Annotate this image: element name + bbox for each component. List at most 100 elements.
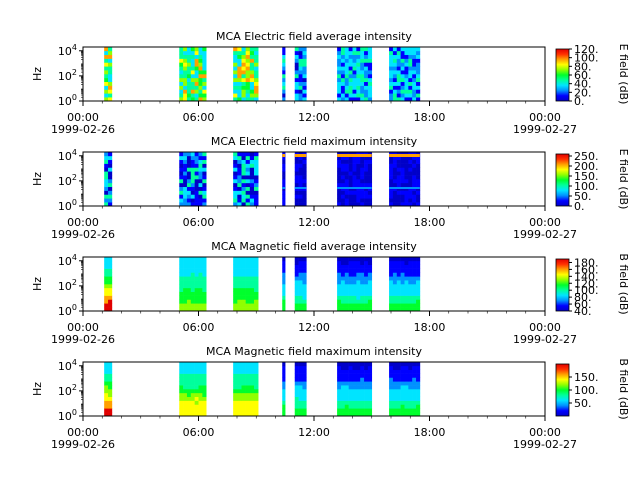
- heatmap-cell: [352, 400, 357, 405]
- heatmap-cell: [183, 268, 188, 273]
- heatmap-cell: [392, 93, 398, 98]
- heatmap-cell: [237, 81, 242, 86]
- heatmap-cell: [344, 62, 349, 67]
- heatmap-cell: [416, 284, 421, 289]
- heatmap-cell: [396, 54, 401, 59]
- heatmap-cell: [389, 66, 394, 71]
- heatmap-cell: [400, 287, 405, 293]
- heatmap-cell: [340, 260, 346, 266]
- heatmap-cell: [412, 408, 417, 413]
- heatmap-cell: [254, 400, 259, 405]
- heatmap-cell: [186, 385, 192, 390]
- heatmap-cell: [404, 284, 409, 289]
- heatmap-cell: [367, 182, 373, 188]
- heatmap-cell: [360, 74, 365, 79]
- heatmap-cell: [298, 385, 303, 390]
- heatmap-cell: [416, 295, 421, 300]
- heatmap-cell: [254, 392, 259, 398]
- heatmap-cell: [233, 303, 238, 308]
- axes-frame: [82, 256, 546, 312]
- heatmap-cell: [294, 287, 299, 293]
- heatmap-cell: [404, 202, 409, 207]
- heatmap-cell: [404, 365, 409, 371]
- heatmap-cell: [412, 291, 417, 296]
- heatmap-cell: [412, 389, 417, 394]
- heatmap-cell: [241, 167, 246, 172]
- heatmap-cell: [298, 257, 303, 262]
- heatmap-cell: [282, 396, 286, 401]
- heatmap-cell: [400, 93, 405, 98]
- heatmap-cell: [392, 307, 398, 312]
- heatmap-cell: [389, 159, 394, 164]
- heatmap-cell: [104, 171, 109, 176]
- heatmap-cell: [249, 85, 255, 90]
- heatmap-cell: [104, 85, 109, 90]
- heatmap-cell: [400, 377, 405, 382]
- heatmap-cell: [364, 369, 369, 374]
- heatmap-cell: [282, 389, 286, 394]
- heatmap-cell: [183, 291, 188, 296]
- heatmap-cell: [392, 287, 398, 293]
- heatmap-cell: [190, 369, 195, 374]
- heatmap-cell: [198, 175, 203, 180]
- heatmap-cell: [404, 408, 409, 413]
- heatmap-cell: [202, 280, 207, 285]
- heatmap-cell: [344, 369, 349, 374]
- heatmap-cell: [404, 260, 409, 266]
- heatmap-cell: [348, 381, 353, 386]
- heatmap-cell: [233, 412, 238, 417]
- heatmap-cell: [237, 194, 242, 199]
- heatmap-cell: [186, 77, 192, 83]
- heatmap-cell: [356, 81, 361, 86]
- heatmap-cell: [298, 50, 303, 56]
- heatmap-cell: [294, 268, 299, 273]
- heatmap-cell: [183, 408, 188, 413]
- heatmap-cell: [408, 179, 413, 184]
- heatmap-cell: [408, 377, 413, 382]
- heatmap-cell: [389, 365, 394, 371]
- heatmap-cell: [408, 299, 413, 304]
- heatmap-cell: [198, 182, 203, 188]
- heatmap-cell: [356, 198, 361, 203]
- heatmap-cell: [396, 264, 401, 269]
- heatmap-cell: [249, 264, 255, 269]
- heatmap-cell: [408, 77, 413, 83]
- y-tick-label: 102: [58, 68, 77, 83]
- heatmap-cell: [179, 400, 184, 405]
- heatmap-cell: [337, 408, 342, 413]
- heatmap-cell: [400, 62, 405, 67]
- heatmap-cell: [179, 54, 184, 59]
- heatmap-cell: [389, 287, 394, 293]
- heatmap-cell: [416, 404, 421, 409]
- heatmap-cell: [190, 66, 195, 71]
- heatmap-cell: [367, 77, 373, 83]
- heatmap-cell: [108, 198, 113, 203]
- heatmap-cell: [404, 54, 409, 59]
- x-tick-label: 18:00: [414, 216, 446, 229]
- heatmap-cell: [404, 159, 409, 164]
- heatmap-cell: [186, 175, 192, 180]
- heatmap-cell: [360, 272, 365, 277]
- heatmap-cell: [241, 175, 246, 180]
- heatmap-cell: [294, 260, 299, 266]
- heatmap-cell: [108, 155, 113, 161]
- heatmap-cell: [237, 260, 242, 266]
- heatmap-cell: [190, 404, 195, 409]
- heatmap-cell: [104, 365, 109, 371]
- heatmap-cell: [237, 97, 242, 102]
- heatmap-cell: [190, 175, 195, 180]
- heatmap-cell: [254, 287, 259, 293]
- heatmap-cell: [233, 257, 238, 262]
- heatmap-segment: [104, 47, 113, 102]
- heatmap-cell: [337, 287, 342, 293]
- heatmap-cell: [179, 175, 184, 180]
- colorbar-tick-label: 150.: [574, 170, 599, 183]
- heatmap-cell: [389, 307, 394, 312]
- heatmap-cell: [348, 287, 353, 293]
- heatmap-cell: [412, 377, 417, 382]
- heatmap-cell: [202, 93, 207, 98]
- heatmap-cell: [202, 74, 207, 79]
- heatmap-cell: [190, 291, 195, 296]
- y-tick-label: 100: [58, 408, 77, 423]
- heatmap-cell: [108, 77, 113, 83]
